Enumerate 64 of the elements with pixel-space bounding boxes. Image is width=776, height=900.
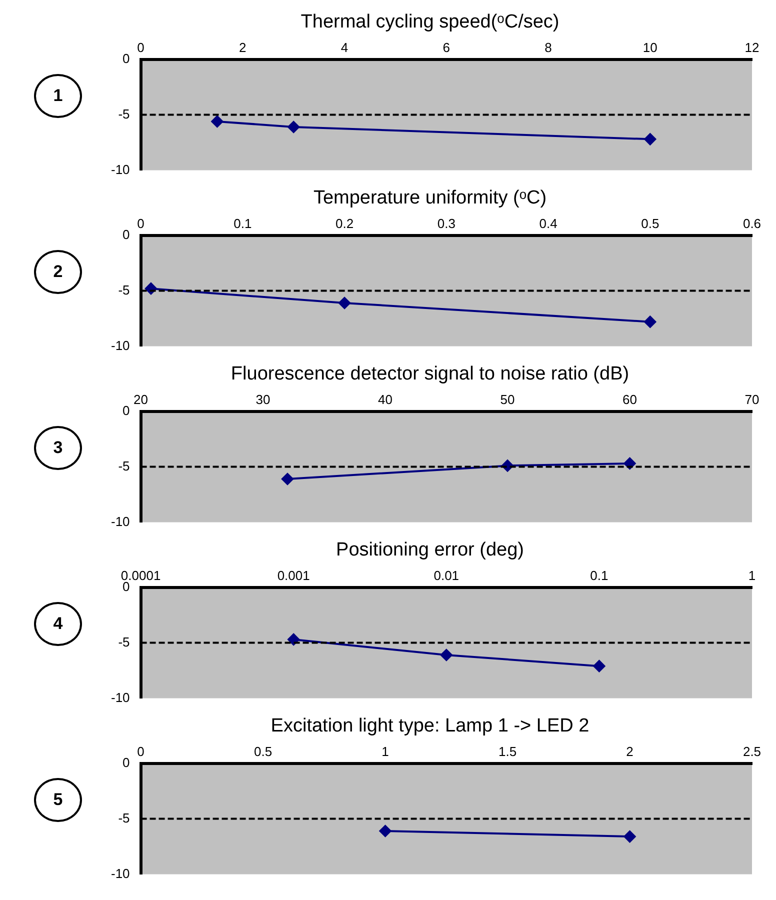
chart-title: Thermal cycling speed(ᵒC/sec) — [300, 12, 560, 33]
x-tick-label: 1 — [748, 568, 756, 584]
x-tick-label: 0.001 — [277, 568, 310, 584]
x-tick-label: 0.1 — [234, 216, 252, 232]
x-tick-label: 4 — [340, 40, 348, 56]
x-tick-label: 8 — [544, 40, 552, 56]
x-tick-label: 60 — [622, 392, 637, 408]
chart-title: Positioning error (deg) — [336, 540, 524, 561]
y-tick-label: -5 — [118, 810, 130, 826]
x-tick-label: 1.5 — [498, 744, 517, 760]
x-tick-label: 0 — [137, 216, 144, 232]
y-tick-label: -5 — [118, 106, 130, 122]
x-tick-label: 1 — [382, 744, 389, 760]
x-tick-label: 40 — [378, 392, 393, 408]
x-tick-label: 0.6 — [742, 216, 762, 232]
x-tick-label: 0.1 — [590, 568, 608, 584]
x-tick-label: 70 — [744, 392, 760, 408]
y-tick-label: -10 — [110, 162, 130, 177]
point — [644, 316, 656, 328]
x-tick-label: 30 — [256, 392, 270, 408]
x-tick-label: 2.5 — [742, 744, 762, 760]
y-tick-label: 0 — [122, 402, 130, 418]
x-tick-label: 0 — [137, 744, 144, 760]
circle-outline: 4 — [34, 602, 82, 646]
y-tick-label: 0 — [122, 578, 130, 594]
x-tick-label: 0.01 — [434, 568, 460, 584]
x-tick-label: 6 — [442, 40, 450, 56]
x-tick-label: 0.5 — [641, 216, 660, 232]
y-tick-label: -5 — [118, 282, 130, 298]
x-tick-label: 0.3 — [437, 216, 456, 232]
point — [288, 120, 300, 133]
y-tick-label: -10 — [110, 690, 130, 705]
x-tick-label: 0.2 — [335, 216, 354, 232]
x-tick-label: 12 — [744, 40, 760, 56]
y-tick-label: 0 — [122, 226, 130, 242]
x-tick-label: 2 — [239, 40, 246, 56]
y-tick-label: 0 — [122, 50, 130, 66]
y-tick-label: -10 — [110, 866, 130, 881]
chart-title: Excitation light type: Lamp 1 -> LED 2 — [270, 716, 590, 737]
point — [288, 633, 300, 646]
x-tick-label: 0.4 — [539, 216, 558, 232]
x-tick-label: 10 — [642, 40, 658, 56]
y-tick-label: -5 — [118, 458, 130, 474]
y-tick-label: 0 — [122, 754, 130, 770]
circle-outline: 5 — [34, 778, 82, 822]
x-tick-label: 2 — [626, 744, 634, 760]
point — [593, 660, 606, 672]
chart-title: Fluorescence detector signal to noise ratio (dB) — [230, 364, 630, 385]
point — [211, 115, 224, 128]
y-tick-label: -10 — [110, 338, 130, 353]
circle-outline: 1 — [34, 74, 82, 118]
circle-outline: 2 — [34, 250, 82, 294]
x-tick-label: 0.5 — [254, 744, 272, 760]
y-tick-label: -5 — [118, 634, 130, 650]
circle-outline: 3 — [34, 426, 82, 470]
y-tick-label: -10 — [110, 514, 130, 529]
point — [281, 472, 294, 485]
chart-title: Temperature uniformity (ᵒC) — [313, 188, 547, 209]
point — [338, 296, 351, 309]
point — [440, 648, 452, 661]
point — [644, 133, 656, 146]
x-tick-label: 0 — [137, 40, 144, 56]
x-tick-label: 20 — [134, 392, 148, 408]
x-tick-label: 50 — [500, 392, 515, 408]
